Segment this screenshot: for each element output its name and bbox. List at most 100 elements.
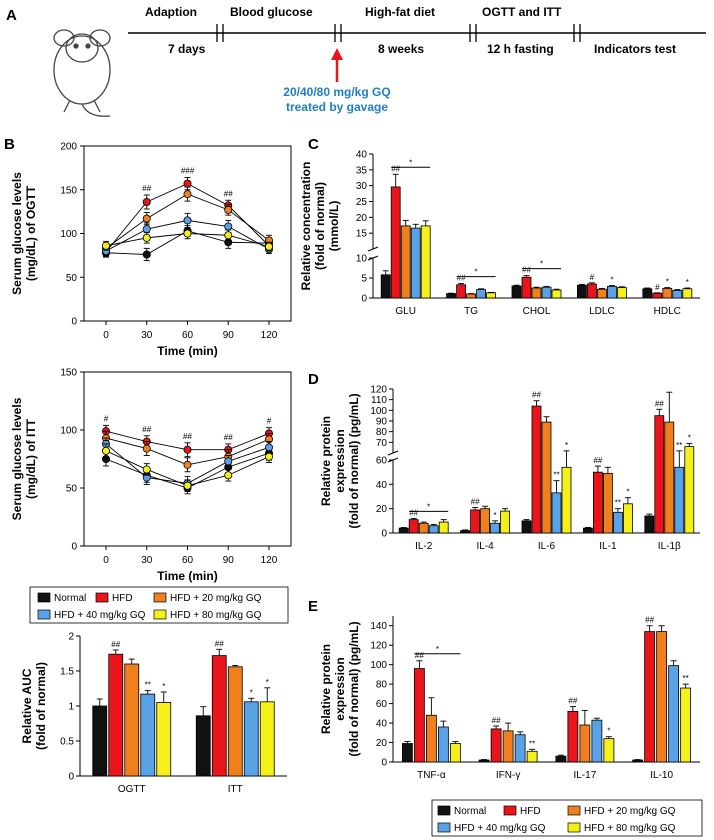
x-tick-label: IL-17 bbox=[573, 770, 596, 781]
y-tick-label: 0 bbox=[361, 294, 367, 305]
y-tick-label: 110 bbox=[371, 395, 387, 406]
stage-adaption: Adaption bbox=[145, 5, 197, 19]
significance-label: ## bbox=[471, 497, 480, 506]
bar bbox=[408, 519, 419, 534]
significance-label: ## bbox=[655, 399, 664, 408]
significance-label: * bbox=[162, 682, 165, 691]
y-tick-label: 50 bbox=[66, 484, 78, 495]
bar bbox=[632, 759, 644, 763]
y-tick-label: 120 bbox=[370, 385, 387, 396]
bar bbox=[449, 743, 461, 763]
significance-label: ## bbox=[215, 639, 224, 648]
y-axis-label: (fold of normal) (pg/mL) bbox=[347, 621, 361, 756]
y-tick-label: 40 bbox=[376, 719, 388, 730]
bar bbox=[674, 466, 685, 534]
legend-swatch bbox=[503, 805, 517, 816]
bar bbox=[420, 225, 431, 299]
significance-label: # bbox=[267, 417, 272, 426]
x-tick-label: 30 bbox=[141, 555, 153, 566]
panel-label-e: E bbox=[308, 598, 318, 615]
x-tick-label: 120 bbox=[261, 330, 278, 341]
bar bbox=[211, 655, 227, 777]
legend-label: HFD + 40 mg/kg GQ bbox=[454, 823, 546, 834]
significance-label: ## bbox=[457, 274, 466, 283]
bar bbox=[480, 508, 491, 534]
bar bbox=[682, 288, 693, 299]
significance-label: ** bbox=[145, 681, 151, 690]
y-tick-label: 20 bbox=[356, 213, 368, 224]
legend-e: Normal HFD HFD + 20 mg/kg GQ HFD + 40 mg/kg… bbox=[431, 799, 703, 837]
gavage-text-2: treated by gavage bbox=[286, 100, 388, 114]
significance-label: ## bbox=[224, 189, 233, 198]
data-point bbox=[264, 242, 273, 251]
x-tick-label: 30 bbox=[141, 330, 153, 341]
significance-label: ## bbox=[645, 616, 654, 625]
bar bbox=[603, 472, 613, 534]
y-axis-label: Relative concentration bbox=[299, 162, 313, 291]
bar bbox=[390, 186, 401, 299]
data-point bbox=[224, 205, 233, 214]
data-point bbox=[142, 233, 151, 242]
duration-7-days: 7 days bbox=[168, 42, 206, 56]
data-point bbox=[102, 241, 111, 250]
x-axis-label: Time (min) bbox=[157, 569, 217, 583]
bar bbox=[425, 714, 437, 763]
bar bbox=[656, 631, 668, 763]
panel-label-b: B bbox=[4, 136, 15, 153]
data-point bbox=[224, 222, 233, 231]
bar bbox=[593, 471, 603, 534]
bar bbox=[613, 511, 623, 534]
x-tick-label: IL-4 bbox=[476, 541, 494, 552]
y-tick-label: 140 bbox=[370, 621, 387, 632]
bar bbox=[124, 663, 140, 777]
data-point bbox=[142, 250, 151, 259]
y-tick-label: 200 bbox=[60, 142, 77, 153]
legend-label: HFD + 40 mg/kg GQ bbox=[54, 610, 146, 621]
bar bbox=[587, 283, 597, 299]
significance-label: * bbox=[436, 645, 439, 654]
significance-label: ## bbox=[568, 697, 577, 706]
y-axis-label: (mg/dL) of ITT bbox=[24, 418, 38, 499]
legend-label: HFD + 20 mg/kg GQ bbox=[170, 593, 262, 604]
data-point bbox=[183, 216, 192, 225]
bar bbox=[259, 701, 275, 777]
y-tick-label: 120 bbox=[370, 641, 387, 652]
significance-label: ## bbox=[142, 184, 151, 193]
significance-label: ** bbox=[529, 739, 535, 748]
bar bbox=[561, 466, 572, 534]
bar bbox=[541, 286, 552, 299]
bar bbox=[398, 527, 409, 534]
y-tick-label: 40 bbox=[376, 480, 388, 491]
bar bbox=[654, 415, 665, 534]
data-point bbox=[224, 231, 233, 240]
legend-swatch bbox=[153, 609, 167, 620]
data-point bbox=[183, 445, 192, 454]
y-tick-label: 10 bbox=[356, 254, 368, 265]
significance-label: * bbox=[607, 727, 610, 736]
x-tick-label: 120 bbox=[261, 555, 278, 566]
stage-high-fat-diet: High-fat diet bbox=[365, 5, 435, 19]
x-tick-label: HDLC bbox=[654, 306, 681, 317]
data-point bbox=[224, 457, 233, 466]
y-axis-label: (mmol/L) bbox=[327, 201, 341, 252]
x-tick-label: 90 bbox=[223, 330, 235, 341]
gavage-text-1: 20/40/80 mg/kg GQ bbox=[283, 85, 390, 99]
bar bbox=[490, 522, 501, 534]
x-tick-label: 60 bbox=[182, 330, 194, 341]
y-tick-label: 100 bbox=[370, 406, 387, 417]
y-tick-label: 80 bbox=[376, 680, 388, 691]
significance-label: ## bbox=[492, 716, 501, 725]
x-tick-label: 0 bbox=[103, 330, 109, 341]
significance-label: # bbox=[104, 414, 109, 423]
y-axis-label: Serum glucose levels bbox=[10, 172, 24, 295]
significance-label: ## bbox=[593, 456, 602, 465]
y-tick-label: 1.5 bbox=[60, 667, 74, 678]
bar bbox=[541, 421, 552, 534]
legend-swatch bbox=[95, 592, 109, 603]
bar bbox=[108, 653, 124, 777]
data-point bbox=[102, 446, 111, 455]
bar bbox=[672, 289, 683, 299]
significance-label: ## bbox=[224, 433, 233, 442]
bar bbox=[642, 288, 653, 299]
